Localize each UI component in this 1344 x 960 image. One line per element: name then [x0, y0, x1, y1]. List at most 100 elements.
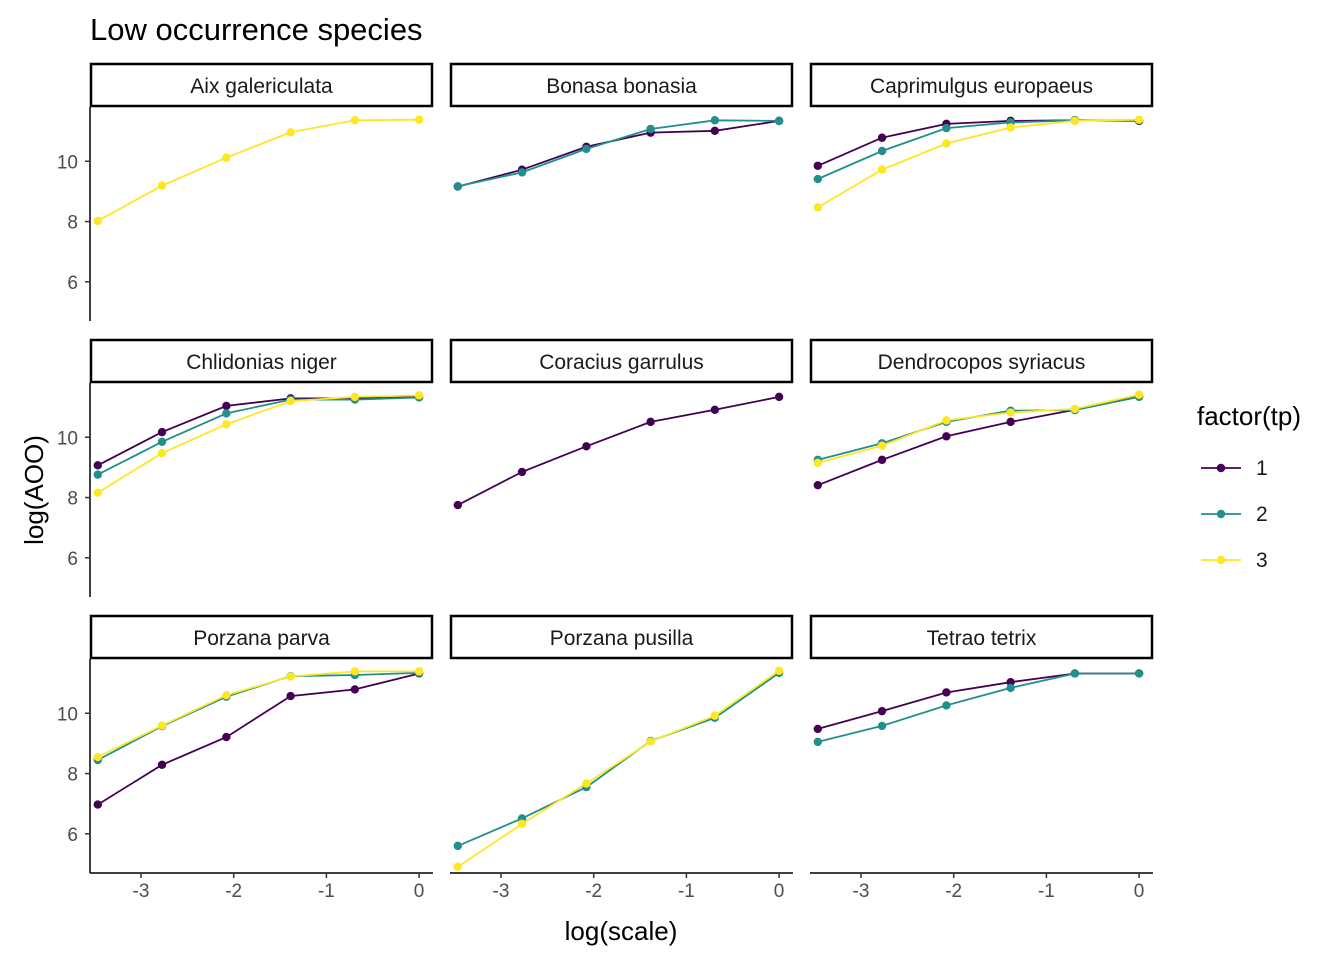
y-tick-label: 6 — [67, 273, 78, 294]
series-line — [97, 394, 420, 494]
data-point — [517, 168, 527, 177]
y-tick-label: 6 — [67, 549, 78, 570]
legend: factor(tp) 1 2 3 — [1197, 401, 1301, 572]
data-point — [942, 432, 951, 441]
data-point — [710, 405, 720, 415]
facet-panel: Caprimulgus europaeus — [809, 62, 1154, 212]
facet-strip-label: Bonasa bonasia — [546, 75, 697, 98]
y-axis-title: log(AOO) — [19, 435, 49, 545]
facet-strip-label: Aix galericulata — [190, 75, 333, 98]
data-point — [414, 391, 424, 400]
x-tick-label: 0 — [1134, 881, 1145, 902]
x-tick-label: -1 — [1038, 881, 1055, 902]
data-point — [286, 672, 295, 681]
facet-strip-label: Tetrao tetrix — [927, 627, 1037, 650]
data-point — [774, 666, 784, 675]
x-tick-label: -2 — [225, 881, 242, 902]
series-line — [817, 672, 1140, 743]
facet-panel: Porzana pusilla -3 -2 -1 0 — [449, 614, 794, 902]
facet-strip — [809, 338, 1154, 384]
data-point — [1134, 669, 1144, 678]
series-line — [817, 119, 1140, 180]
series-line — [817, 393, 1140, 464]
legend-label: 3 — [1256, 549, 1268, 572]
data-point — [942, 123, 951, 133]
facet-panels: Aix galericulata 6 8 10 Bonasa bonasia Caprim… — [57, 62, 1154, 902]
data-point — [414, 667, 424, 676]
series-line — [97, 118, 420, 222]
data-point — [222, 690, 231, 700]
y-tick-label: 8 — [67, 213, 78, 234]
x-tick-label: -1 — [318, 881, 335, 902]
data-point — [877, 146, 887, 156]
x-tick-label: 0 — [774, 881, 785, 902]
data-point — [157, 181, 167, 190]
data-point — [93, 752, 102, 762]
data-point — [1070, 116, 1080, 126]
facet-panel: Bonasa bonasia — [449, 62, 794, 191]
data-point — [710, 116, 720, 125]
series-line — [817, 119, 1140, 167]
data-point — [877, 721, 887, 731]
data-point — [710, 126, 720, 136]
x-tick-label: -2 — [585, 881, 602, 902]
data-point — [942, 416, 951, 425]
data-point — [350, 116, 360, 125]
facet-panel: Coracius garrulus — [449, 338, 794, 510]
data-point — [93, 470, 102, 479]
data-point — [157, 760, 167, 769]
series-line — [457, 119, 780, 188]
data-point — [942, 139, 951, 148]
data-point — [157, 427, 167, 437]
data-point — [222, 420, 231, 429]
data-point — [93, 488, 102, 497]
data-point — [350, 685, 360, 694]
data-point — [813, 724, 822, 734]
data-point — [453, 500, 462, 510]
data-point — [286, 128, 295, 137]
x-tick-label: -2 — [945, 881, 962, 902]
data-point — [1070, 404, 1080, 414]
data-point — [453, 841, 462, 851]
x-tick-label: 0 — [414, 881, 425, 902]
x-tick-label: -1 — [678, 881, 695, 902]
legend-title: factor(tp) — [1197, 401, 1301, 431]
x-tick-label: -3 — [493, 881, 510, 902]
legend-key-point — [1216, 555, 1226, 565]
facet-panel: Porzana parva 6 8 10 -3 -2 -1 0 — [57, 614, 434, 902]
series-line — [457, 396, 780, 506]
facet-strip — [449, 614, 794, 660]
x-tick-label: -3 — [853, 881, 870, 902]
data-point — [877, 706, 887, 716]
data-point — [582, 779, 591, 788]
series-line — [817, 395, 1140, 487]
data-point — [286, 691, 295, 701]
facet-panel: Tetrao tetrix -3 -2 -1 0 — [809, 614, 1154, 902]
facet-panel: Dendrocopos syriacus — [809, 338, 1154, 490]
facet-strip — [89, 614, 434, 660]
facet-strip-label: Porzana parva — [193, 627, 330, 650]
data-point — [813, 174, 822, 184]
data-point — [350, 667, 360, 676]
data-point — [157, 721, 167, 730]
data-point — [813, 480, 822, 490]
data-point — [813, 737, 822, 747]
legend-key-point — [1216, 509, 1226, 519]
data-point — [646, 737, 655, 746]
data-point — [1006, 683, 1015, 693]
data-point — [93, 800, 102, 809]
data-point — [646, 417, 655, 427]
series-line — [97, 396, 420, 476]
series-line — [97, 670, 420, 758]
y-tick-label: 10 — [57, 152, 78, 173]
data-point — [414, 115, 424, 124]
facet-strip-label: Dendrocopos syriacus — [878, 351, 1086, 374]
y-tick-label: 8 — [67, 765, 78, 786]
facet-strip-label: Coracius garrulus — [539, 351, 704, 374]
legend-key-point — [1216, 463, 1226, 473]
data-point — [222, 153, 231, 162]
series-line — [457, 672, 780, 847]
series-line — [97, 672, 420, 806]
facet-strip — [449, 338, 794, 384]
facet-panel: Aix galericulata 6 8 10 — [57, 62, 434, 321]
